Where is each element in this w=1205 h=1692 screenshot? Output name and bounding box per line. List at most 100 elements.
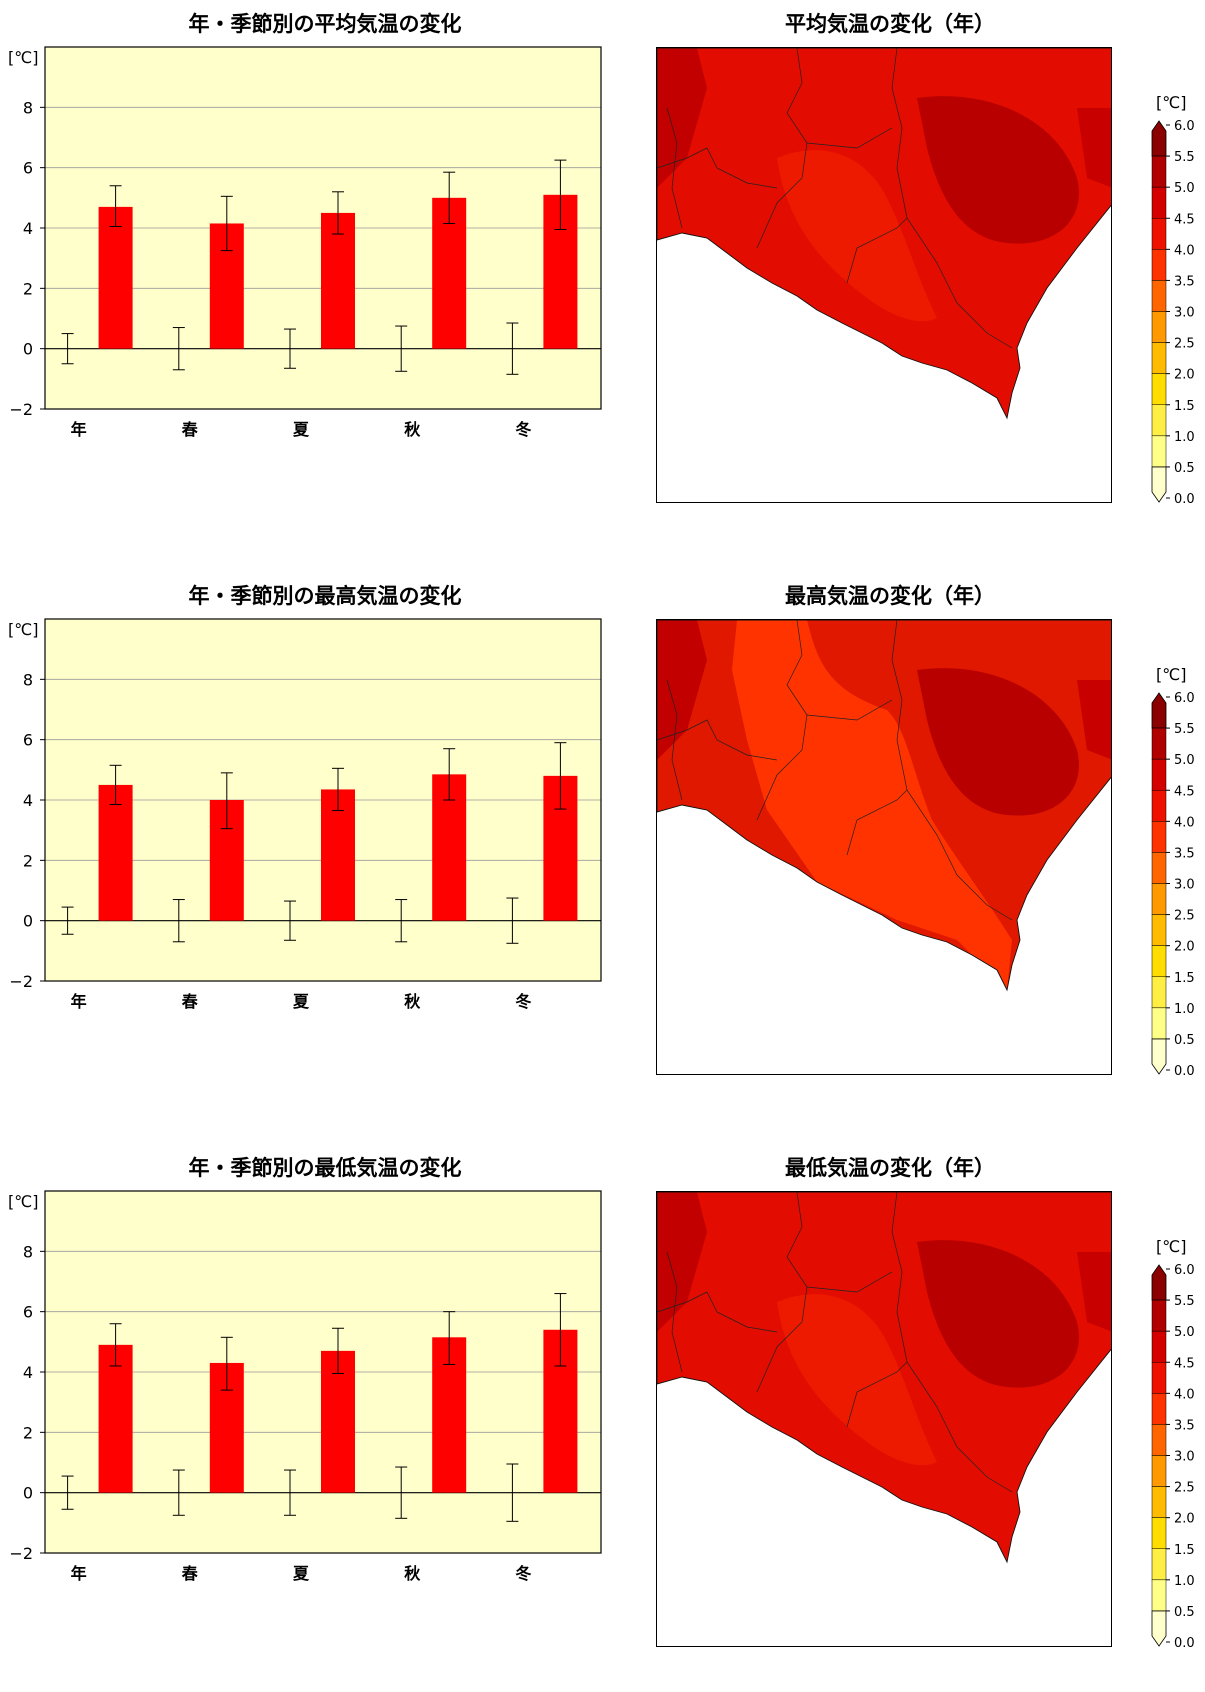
panel-row-min: 年・季節別の最低気温の変化 −2 0 2 4 6 8 [℃] 年 春 夏 秋 冬 最低気温の変化（年）…: [0, 1144, 1205, 1692]
colorbar-tick-label: 3.5: [1174, 274, 1195, 289]
colorbar-tick-label: 6.0: [1174, 119, 1195, 134]
colorbar-tick-label: 6.0: [1174, 1263, 1195, 1278]
x-tick-label: 秋: [404, 992, 421, 1011]
y-tick-label: 2: [23, 851, 33, 870]
panel-row-mean: 年・季節別の平均気温の変化 −2 0 2 4 6 8 [℃] 年 春 夏 秋 冬 平均気温の変化（年）…: [0, 0, 1205, 548]
map-region: [1077, 1252, 1111, 1332]
map-region-warm: [732, 620, 1012, 990]
x-tick-label: 夏: [292, 1564, 310, 1583]
map-region: [777, 150, 937, 322]
colorbar-tick-label: 1.0: [1174, 430, 1195, 445]
colorbar-tick-label: 2.5: [1174, 337, 1195, 352]
bar-chart-title: 年・季節別の最高気温の変化: [188, 584, 462, 608]
colorbar-tick-label: 0.5: [1174, 1605, 1195, 1620]
colorbar-unit: [℃]: [1156, 665, 1186, 684]
bar-chart-mean: −2 0 2 4 6 8 [℃] 年 春 夏 秋 冬: [8, 46, 602, 439]
colorbar-segment: [1151, 883, 1167, 915]
bar-chart-max: −2 0 2 4 6 8 [℃] 年 春 夏 秋 冬: [8, 618, 602, 1011]
y-tick-label: −2: [9, 400, 33, 419]
x-tick-label: 春: [181, 420, 199, 439]
colorbar-unit: [℃]: [1156, 93, 1186, 112]
colorbar: [℃]6.05.55.04.54.03.53.02.52.01.51.00.50…: [1151, 1237, 1195, 1651]
colorbar-segment: [1151, 1299, 1167, 1332]
colorbar-tick-label: 4.5: [1174, 212, 1195, 227]
y-tick-label: 0: [23, 340, 33, 359]
colorbar-tick-label: 0.5: [1174, 461, 1195, 476]
colorbar-tick-label: 1.5: [1174, 971, 1195, 986]
map-border: [846, 789, 908, 856]
plot-frame: [44, 1190, 602, 1554]
map-region: [657, 620, 707, 760]
y-tick-label: 6: [23, 731, 33, 750]
colorbar-segment: [1151, 1548, 1167, 1581]
bar-chart-title: 年・季節別の最低気温の変化: [188, 1156, 462, 1180]
colorbar-segment: [1151, 120, 1167, 157]
colorbar-segment: [1151, 1517, 1167, 1549]
map-title: 平均気温の変化（年）: [785, 12, 995, 36]
map-border: [806, 1271, 893, 1293]
colorbar-segment: [1151, 1486, 1167, 1518]
colorbar-tick-label: 2.5: [1174, 1481, 1195, 1496]
x-tick-label: 冬: [515, 1564, 531, 1583]
y-axis-label: [℃]: [8, 48, 38, 67]
colorbar-segment: [1151, 466, 1167, 503]
y-tick-label: 0: [23, 912, 33, 931]
map-region: [1077, 680, 1111, 760]
map-region: [917, 96, 1079, 244]
y-tick-label: 0: [23, 1484, 33, 1503]
y-axis-label: [℃]: [8, 1192, 38, 1211]
map-border: [846, 1361, 908, 1428]
x-tick-label: 秋: [404, 420, 421, 439]
colorbar-segment: [1151, 404, 1167, 437]
colorbar-segment: [1151, 186, 1167, 219]
map-max: [656, 619, 1112, 1075]
bar-chart-min: −2 0 2 4 6 8 [℃] 年 春 夏 秋 冬: [8, 1190, 602, 1583]
y-tick-label: 4: [23, 219, 33, 238]
colorbar-tick-label: 4.0: [1174, 815, 1195, 830]
colorbar-tick-label: 0.5: [1174, 1033, 1195, 1048]
colorbar-segment: [1151, 1007, 1167, 1040]
y-tick-label: 4: [23, 791, 33, 810]
map-svg: [657, 620, 1111, 992]
map-title: 最低気温の変化（年）: [785, 1156, 995, 1180]
colorbar-tick-label: 2.5: [1174, 909, 1195, 924]
colorbar-segment: [1151, 1038, 1167, 1075]
colorbar-segment: [1151, 1264, 1167, 1301]
colorbar-segment: [1151, 342, 1167, 374]
colorbar-tick-label: 5.0: [1174, 181, 1195, 196]
colorbar-tick-label: 5.0: [1174, 1325, 1195, 1340]
map-region: [777, 1294, 937, 1466]
colorbar-tick-label: 6.0: [1174, 691, 1195, 706]
colorbar-segment: [1151, 249, 1167, 281]
colorbar-segment: [1151, 311, 1167, 343]
colorbar-tick-label: 2.0: [1174, 940, 1195, 955]
map-coastline: [657, 620, 1111, 992]
x-tick-label: 年: [71, 1564, 87, 1583]
y-tick-label: 6: [23, 1303, 33, 1322]
colorbar-tick-label: 1.0: [1174, 1574, 1195, 1589]
colorbar-tick-label: 2.0: [1174, 1512, 1195, 1527]
colorbar-tick-label: 3.0: [1174, 878, 1195, 893]
y-axis-label: [℃]: [8, 620, 38, 639]
colorbar-segment: [1151, 821, 1167, 853]
colorbar-tick-label: 5.5: [1174, 150, 1195, 165]
x-tick-label: 春: [181, 1564, 199, 1583]
colorbar-segment: [1151, 1579, 1167, 1612]
map-border: [666, 1251, 683, 1373]
colorbar-tick-label: 5.0: [1174, 753, 1195, 768]
bar: [321, 1350, 355, 1493]
bar-chart-title: 年・季節別の平均気温の変化: [188, 12, 462, 36]
colorbar-tick-label: 0.0: [1174, 1064, 1195, 1079]
map-min: [656, 1191, 1112, 1647]
x-tick-label: 年: [71, 992, 87, 1011]
colorbar-tick-label: 3.0: [1174, 1450, 1195, 1465]
y-tick-label: 4: [23, 1363, 33, 1382]
map-border: [806, 699, 893, 721]
colorbar-tick-label: 1.0: [1174, 1002, 1195, 1017]
colorbar-tick-label: 3.5: [1174, 1418, 1195, 1433]
y-tick-label: 8: [23, 98, 33, 117]
colorbar-tick-label: 1.5: [1174, 399, 1195, 414]
map-region: [1077, 108, 1111, 188]
map-coastline: [657, 1192, 1111, 1564]
colorbar-segment: [1151, 218, 1167, 250]
